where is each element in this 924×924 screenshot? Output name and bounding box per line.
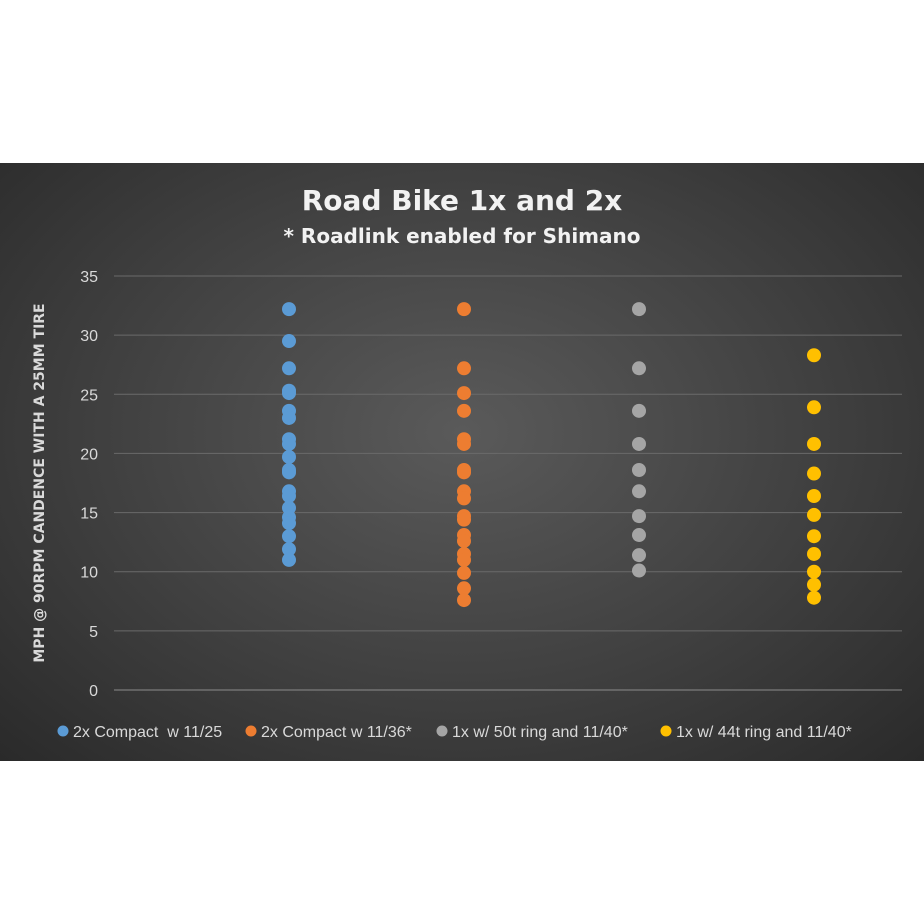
legend-label: 2x Compact w 11/25	[73, 724, 222, 741]
chart-area: Road Bike 1x and 2x * Roadlink enabled f…	[0, 163, 924, 761]
data-point	[282, 436, 296, 451]
legend-item: 1x w/ 50t ring and 11/40*	[436, 724, 628, 741]
data-point	[457, 436, 471, 451]
data-point	[807, 489, 821, 504]
legend-marker	[436, 725, 448, 737]
data-point	[457, 593, 471, 608]
y-axis-ticks: 0 5 10 15 20 25 30 35	[80, 269, 98, 700]
y-axis-title: MPH @ 90RPM CANDENCE WITH A 25MM TIRE	[32, 303, 48, 662]
data-point	[282, 516, 296, 531]
data-point	[632, 509, 646, 524]
data-point	[282, 542, 296, 557]
data-point	[807, 436, 821, 451]
data-point	[457, 302, 471, 317]
data-point	[457, 581, 471, 596]
data-point	[282, 529, 296, 544]
data-point	[632, 484, 646, 499]
series-group	[457, 302, 471, 608]
legend-marker	[660, 725, 672, 737]
data-point	[282, 465, 296, 480]
data-point	[457, 552, 471, 567]
data-point	[282, 489, 296, 504]
y-tick-label: 15	[80, 506, 98, 523]
y-tick-label: 35	[80, 269, 98, 286]
data-point	[457, 512, 471, 527]
data-point	[632, 462, 646, 477]
data-point	[807, 507, 821, 522]
legend-item: 2x Compact w 11/25	[57, 724, 222, 741]
data-point	[282, 386, 296, 401]
data-point	[282, 361, 296, 376]
chart-subtitle: * Roadlink enabled for Shimano	[284, 224, 641, 248]
gridlines	[114, 275, 902, 691]
legend-label: 1x w/ 50t ring and 11/40*	[452, 724, 628, 741]
data-point	[632, 403, 646, 418]
y-tick-label: 25	[80, 387, 98, 404]
y-tick-label: 5	[89, 624, 98, 641]
series-group	[282, 302, 296, 567]
legend-item: 1x w/ 44t ring and 11/40*	[660, 724, 852, 741]
data-point	[807, 546, 821, 561]
legend-marker	[57, 725, 69, 737]
data-point	[632, 563, 646, 578]
data-point	[807, 529, 821, 544]
data-point	[632, 302, 646, 317]
legend: 2x Compact w 11/25 2x Compact w 11/36* 1x …	[57, 724, 852, 741]
data-point	[807, 564, 821, 579]
data-point	[632, 436, 646, 451]
data-point	[457, 386, 471, 401]
series-group	[807, 348, 821, 605]
data-point	[457, 533, 471, 548]
chart-title: Road Bike 1x and 2x	[302, 184, 622, 217]
y-tick-label: 10	[80, 565, 98, 582]
data-points	[282, 302, 821, 608]
data-point	[632, 528, 646, 543]
data-point	[282, 410, 296, 425]
data-point	[807, 590, 821, 605]
data-point	[457, 361, 471, 376]
data-point	[807, 348, 821, 363]
legend-marker	[245, 725, 257, 737]
data-point	[457, 491, 471, 506]
data-point	[807, 400, 821, 415]
data-point	[632, 548, 646, 563]
data-point	[807, 577, 821, 592]
data-point	[282, 552, 296, 567]
data-point	[282, 302, 296, 317]
data-point	[457, 403, 471, 418]
legend-label: 2x Compact w 11/36*	[261, 724, 412, 741]
y-tick-label: 20	[80, 446, 98, 463]
data-point	[457, 565, 471, 580]
data-point	[457, 465, 471, 480]
y-tick-label: 0	[89, 683, 98, 700]
data-point	[807, 466, 821, 481]
series-group	[632, 302, 646, 578]
legend-label: 1x w/ 44t ring and 11/40*	[676, 724, 852, 741]
legend-item: 2x Compact w 11/36*	[245, 724, 412, 741]
scatter-chart: Road Bike 1x and 2x * Roadlink enabled f…	[32, 184, 902, 741]
data-point	[282, 334, 296, 349]
y-tick-label: 30	[80, 328, 98, 345]
data-point	[632, 361, 646, 376]
data-point	[282, 449, 296, 464]
